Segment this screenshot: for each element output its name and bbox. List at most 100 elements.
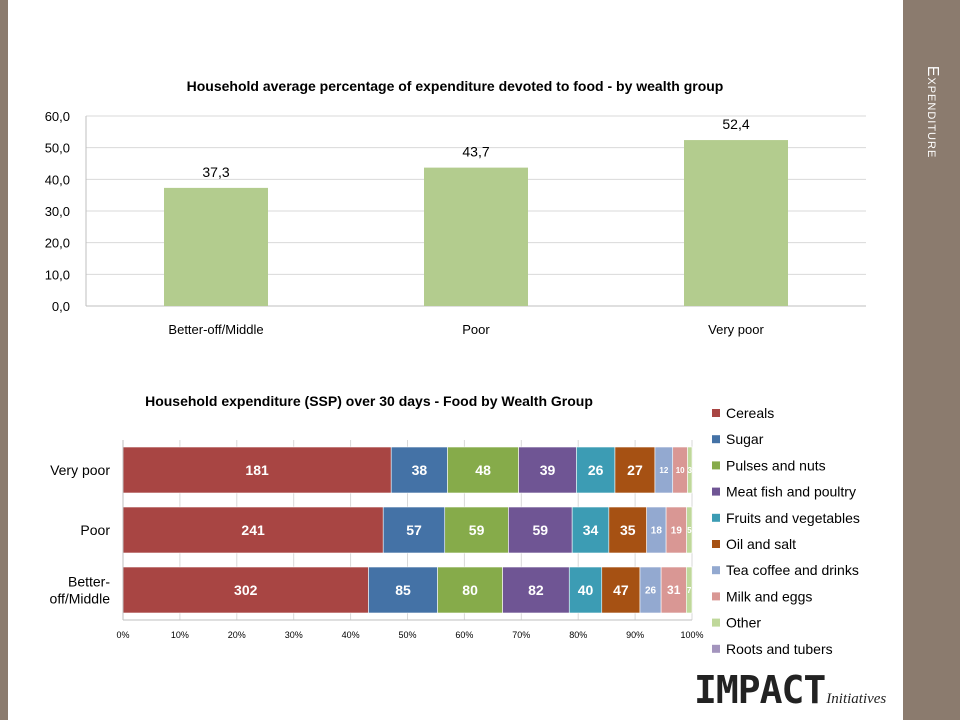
chart1-bar — [684, 140, 788, 306]
chart1-y-tick-label: 60,0 — [45, 109, 70, 124]
chart2-data-label: 302 — [234, 582, 258, 598]
chart1-y-tick-label: 50,0 — [45, 141, 70, 156]
chart2-data-label: 59 — [469, 522, 485, 538]
chart2-x-tick-label: 90% — [626, 630, 644, 640]
chart2-y-tick-label: Very poor — [50, 462, 110, 478]
chart2-data-label: 31 — [667, 583, 681, 597]
logo-main-text: IMPACT — [694, 668, 826, 712]
chart2-data-label: 85 — [395, 582, 411, 598]
chart2-data-label: 27 — [627, 462, 643, 478]
legend-swatch — [712, 513, 720, 522]
chart1-y-tick-label: 20,0 — [45, 236, 70, 251]
legend-swatch — [712, 487, 720, 496]
legend-swatch — [712, 592, 720, 601]
chart1-title: Household average percentage of expendit… — [187, 78, 724, 94]
legend-entry: Cereals — [726, 405, 774, 421]
chart2-bar-segment — [122, 446, 392, 494]
chart2-bar-segment — [601, 566, 641, 614]
chart2-data-label: 12 — [659, 466, 668, 475]
chart1-y-tick-label: 30,0 — [45, 204, 70, 219]
side-bar — [903, 0, 960, 720]
chart2-bars: 181 38 48 39 26 27 12 10 3 241 57 59 59 34 35 18 19 5 302 8… — [122, 446, 693, 614]
chart2-bar-segment — [687, 446, 693, 494]
chart2-bar-segment — [382, 506, 446, 554]
chart2-x-tick-label: 30% — [285, 630, 303, 640]
chart2-x-tick-label: 100% — [680, 630, 703, 640]
legend-swatch — [712, 461, 720, 470]
chart2-bar-segment — [447, 446, 519, 494]
chart2-y-tick-label: Better- — [68, 574, 110, 590]
chart2-data-label: 57 — [406, 522, 422, 538]
chart2-bar-segment — [568, 566, 603, 614]
chart2-x-tick-label: 20% — [228, 630, 246, 640]
legend-swatch — [712, 540, 720, 548]
chart2-bar-segment — [122, 506, 384, 554]
chart2-data-label: 80 — [462, 582, 478, 598]
chart2-bar-segment — [571, 506, 610, 554]
chart2-data-label: 82 — [528, 582, 544, 598]
chart2-bar-segment — [686, 506, 693, 554]
chart2-axes: 0% 10% 20% 30% 40% 50% 60% 70% 80% 90% 100% Very po… — [50, 440, 704, 640]
chart2-data-label: 48 — [475, 462, 491, 478]
chart2-data-label: 18 — [651, 526, 663, 537]
chart2-legend: Cereals Sugar Pulses and nuts Meat fish and… — [712, 405, 860, 657]
chart2-x-tick-label: 0% — [116, 630, 129, 640]
chart1-x-tick-label: Very poor — [708, 322, 764, 337]
legend-entry: Milk and eggs — [726, 588, 812, 604]
legend-entry: Pulses and nuts — [726, 457, 826, 473]
chart2-data-label: 35 — [620, 522, 636, 538]
chart2-data-label: 10 — [676, 466, 685, 475]
legend-entry: Meat fish and poultry — [726, 484, 856, 500]
impact-initiatives-logo: IMPACTInitiatives — [694, 668, 886, 712]
chart2-x-tick-label: 80% — [569, 630, 587, 640]
chart2-x-tick-label: 40% — [342, 630, 360, 640]
legend-swatch — [712, 644, 720, 653]
chart2-data-label: 59 — [533, 522, 549, 538]
chart2-bar-segment — [576, 446, 616, 494]
chart2-data-label: 34 — [583, 522, 599, 538]
chart2-data-label: 241 — [241, 522, 265, 538]
chart2-data-label: 181 — [245, 462, 269, 478]
chart2-data-label: 38 — [412, 462, 428, 478]
chart2-data-label: 5 — [687, 526, 692, 535]
chart2-data-label: 47 — [613, 582, 629, 598]
chart2-data-label: 7 — [687, 586, 692, 595]
chart2-data-label: 26 — [588, 462, 604, 478]
chart2-bar-segment — [368, 566, 438, 614]
legend-swatch — [712, 566, 720, 575]
legend-swatch — [712, 435, 720, 444]
chart1-y-tick-label: 40,0 — [45, 172, 70, 187]
chart2-x-tick-label: 60% — [455, 630, 473, 640]
chart2-y-tick-label: off/Middle — [50, 591, 111, 607]
legend-entry: Tea coffee and drinks — [726, 562, 859, 578]
legend-swatch — [712, 618, 720, 627]
chart2-bar-segment — [518, 446, 577, 494]
chart1-x-tick-label: Poor — [462, 322, 490, 337]
chart1-bars: 37,3 43,7 52,4 — [164, 116, 788, 306]
chart1-y-tick-label: 0,0 — [52, 299, 70, 314]
chart2-data-label: 3 — [688, 466, 693, 475]
legend-entry: Sugar — [726, 431, 764, 447]
chart1-y-tick-label: 10,0 — [45, 267, 70, 282]
chart2-data-label: 19 — [671, 526, 683, 537]
chart1-axes: 0,0 10,0 20,0 30,0 40,0 50,0 60,0 Better-off/Mi… — [45, 109, 866, 337]
chart1-data-label: 52,4 — [722, 116, 749, 132]
chart2-data-label: 26 — [645, 586, 657, 597]
chart1-x-tick-label: Better-off/Middle — [168, 322, 263, 337]
chart2-bar-segment — [390, 446, 448, 494]
chart2-bar-segment — [508, 506, 573, 554]
chart1-data-label: 43,7 — [462, 144, 489, 160]
chart2-bar-segment — [686, 566, 693, 614]
legend-entry: Fruits and vegetables — [726, 510, 860, 526]
chart2-x-tick-label: 10% — [171, 630, 189, 640]
legend-entry: Roots and tubers — [726, 641, 833, 657]
chart2-bar-segment — [444, 506, 509, 554]
legend-swatch — [712, 409, 720, 417]
legend-entry: Oil and salt — [726, 536, 796, 552]
chart2-data-label: 39 — [540, 462, 556, 478]
chart2-title: Household expenditure (SSP) over 30 days… — [145, 393, 593, 409]
food-share-bar-chart: Household average percentage of expendit… — [45, 78, 866, 337]
chart2-y-tick-label: Poor — [80, 522, 110, 538]
chart1-bar — [424, 167, 528, 306]
